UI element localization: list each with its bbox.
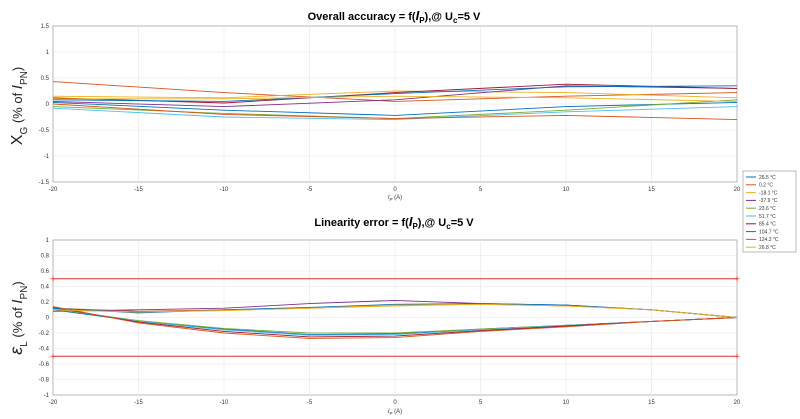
- series-line: [52, 81, 738, 102]
- legend-label: 124.3 °C: [759, 237, 779, 243]
- x-tick-label: 15: [648, 187, 655, 193]
- chart-title: Linearity error = f(IP),@ Uc=5 V: [314, 214, 474, 231]
- axis-ticks: -20 -15 -10 -5 0 5 10 15 20 -1.5 -1 -0.5 0 0.5 1 1.5: [39, 24, 741, 193]
- grid-lines: [53, 240, 737, 395]
- axis-ticks: -20 -15 -10 -5 0 5 10 15 20 -1 -0.8 -0.6 -0.4 -0.2 0 0.…: [39, 238, 741, 406]
- legend-label: -18.1 °C: [759, 190, 778, 196]
- y-axis-label: XG (% of IPN): [9, 67, 30, 145]
- series-line: [52, 85, 738, 102]
- data-lines: [52, 81, 738, 121]
- x-tick-label: 0: [393, 187, 397, 193]
- y-tick-label: -0.8: [39, 378, 50, 384]
- legend-label: -37.9 °C: [759, 198, 778, 204]
- y-axis-label: εL (% of IPN): [6, 281, 30, 354]
- y-tick-label: 0.2: [41, 300, 50, 306]
- x-axis-label: IP (A): [388, 195, 402, 202]
- y-tick-label: -0.4: [39, 347, 50, 353]
- y-tick-label: 0: [46, 102, 50, 108]
- x-tick-label: 20: [734, 187, 741, 193]
- series-line: [52, 306, 738, 339]
- series-line: [53, 95, 738, 102]
- legend-label: 26.8 °C: [759, 245, 776, 251]
- x-tick-label: -15: [134, 400, 143, 406]
- linearity-error-chart: Linearity error = f(IP),@ Uc=5 V -20 -15-…: [6, 214, 741, 416]
- y-tick-label: 1: [46, 50, 50, 56]
- x-tick-label: 20: [734, 400, 741, 406]
- y-tick-label: 0.6: [41, 269, 50, 275]
- overall-accuracy-chart: Overall accuracy = f(IP),@ Uc=5 V -20 -15…: [9, 8, 741, 202]
- x-tick-label: -5: [307, 187, 313, 193]
- y-tick-label: -0.5: [39, 128, 50, 134]
- y-tick-label: 0: [46, 316, 50, 322]
- y-tick-label: -1.5: [39, 180, 50, 186]
- series-line: [52, 101, 738, 116]
- grid-lines: [53, 26, 737, 182]
- limit-marker: [734, 276, 740, 282]
- y-tick-label: 1: [46, 238, 50, 244]
- y-tick-label: 1.5: [41, 24, 50, 30]
- y-tick-label: 0.4: [41, 285, 50, 291]
- legend-label: 51.7 °C: [759, 214, 776, 220]
- series-line: [52, 303, 738, 318]
- legend-label: 0.2 °C: [759, 183, 773, 189]
- limit-marker: [734, 353, 740, 359]
- chart-title: Overall accuracy = f(IP),@ Uc=5 V: [308, 8, 481, 25]
- limit-marker: [50, 276, 56, 282]
- x-tick-label: 10: [563, 187, 570, 193]
- y-tick-label: 0.5: [41, 76, 50, 82]
- x-tick-label: 15: [648, 400, 655, 406]
- x-tick-label: -20: [49, 400, 58, 406]
- x-tick-label: -10: [220, 187, 229, 193]
- legend-label: 85.4 °C: [759, 222, 776, 228]
- legend-label: 26.5 °C: [759, 175, 776, 181]
- legend: 26.5 °C 0.2 °C-18.1 °C -37.9 °C 23.6 °C 51.7…: [742, 170, 797, 253]
- y-tick-label: 0.8: [41, 254, 50, 260]
- legend-label: 104.7 °C: [759, 229, 779, 235]
- x-tick-label: 5: [479, 187, 483, 193]
- series-line: [52, 90, 738, 99]
- x-tick-label: 0: [393, 400, 397, 406]
- x-axis-label: IP (A): [388, 409, 402, 416]
- x-tick-label: 10: [563, 400, 570, 406]
- y-tick-label: -1: [44, 154, 50, 160]
- x-tick-label: -5: [307, 400, 313, 406]
- series-line: [52, 103, 738, 121]
- y-tick-label: -0.6: [39, 362, 50, 368]
- y-tick-label: -0.2: [39, 331, 50, 337]
- series-line: [52, 106, 738, 121]
- x-tick-label: -10: [220, 400, 229, 406]
- x-tick-label: 5: [479, 400, 483, 406]
- y-tick-label: -1: [44, 393, 50, 399]
- x-tick-label: -20: [49, 187, 58, 193]
- data-lines: [50, 276, 740, 359]
- legend-label: 23.6 °C: [759, 206, 776, 212]
- limit-marker: [50, 353, 56, 359]
- x-tick-label: -15: [134, 187, 143, 193]
